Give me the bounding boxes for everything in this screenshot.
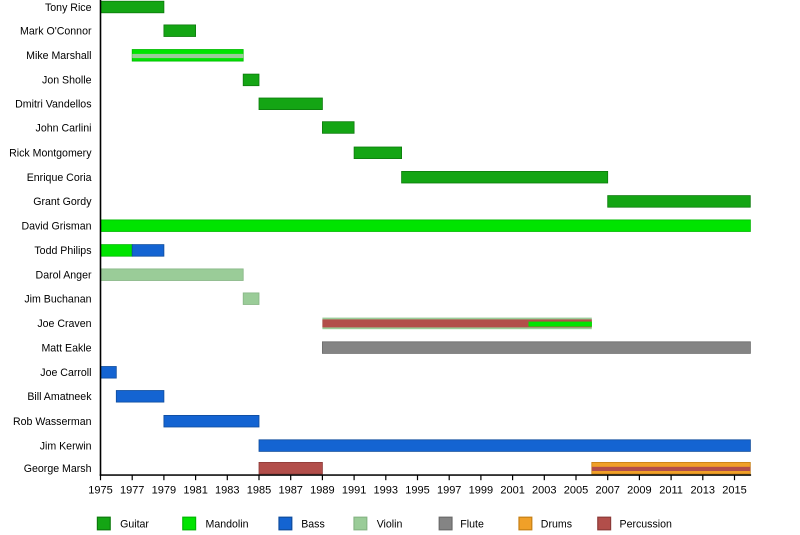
svg-text:1981: 1981	[183, 485, 207, 497]
svg-text:1999: 1999	[469, 485, 493, 497]
svg-text:Jim Kerwin: Jim Kerwin	[40, 440, 92, 452]
svg-text:Guitar: Guitar	[120, 519, 149, 531]
svg-text:2011: 2011	[659, 485, 683, 497]
svg-text:1995: 1995	[405, 485, 429, 497]
svg-text:Grant Gordy: Grant Gordy	[33, 196, 92, 208]
svg-text:Matt Eakle: Matt Eakle	[41, 342, 91, 354]
svg-text:2007: 2007	[595, 485, 619, 497]
svg-text:Todd Philips: Todd Philips	[34, 245, 91, 257]
svg-text:George Marsh: George Marsh	[24, 463, 92, 475]
svg-text:Joe Craven: Joe Craven	[37, 318, 91, 330]
svg-text:1975: 1975	[88, 485, 112, 497]
svg-text:1979: 1979	[152, 485, 176, 497]
svg-text:2005: 2005	[564, 485, 588, 497]
svg-text:1987: 1987	[278, 485, 302, 497]
svg-text:Drums: Drums	[541, 519, 572, 531]
svg-text:Jon Sholle: Jon Sholle	[42, 75, 92, 87]
svg-text:John Carlini: John Carlini	[36, 122, 92, 134]
svg-text:Flute: Flute	[460, 519, 484, 531]
svg-text:Mike Marshall: Mike Marshall	[26, 50, 91, 62]
svg-text:Dmitri Vandellos: Dmitri Vandellos	[15, 99, 91, 111]
svg-text:2003: 2003	[532, 485, 556, 497]
svg-text:Bass: Bass	[301, 519, 325, 531]
svg-text:Tony Rice: Tony Rice	[45, 2, 92, 14]
svg-text:1997: 1997	[437, 485, 461, 497]
svg-text:1985: 1985	[247, 485, 271, 497]
svg-text:Joe Carroll: Joe Carroll	[40, 367, 91, 379]
svg-text:Violin: Violin	[377, 519, 403, 531]
svg-text:2001: 2001	[500, 485, 524, 497]
svg-text:1977: 1977	[120, 485, 144, 497]
svg-text:Enrique Coria: Enrique Coria	[27, 172, 92, 184]
svg-text:1983: 1983	[215, 485, 239, 497]
svg-text:1991: 1991	[342, 485, 366, 497]
svg-text:2009: 2009	[627, 485, 651, 497]
svg-text:Jim Buchanan: Jim Buchanan	[24, 294, 91, 306]
svg-text:2013: 2013	[691, 485, 715, 497]
svg-text:Bill Amatneek: Bill Amatneek	[27, 391, 92, 403]
svg-text:Mark O'Connor: Mark O'Connor	[20, 26, 92, 38]
svg-text:1993: 1993	[374, 485, 398, 497]
svg-text:Rick Montgomery: Rick Montgomery	[9, 148, 92, 160]
svg-text:2015: 2015	[722, 485, 746, 497]
svg-text:Rob Wasserman: Rob Wasserman	[13, 416, 92, 428]
svg-text:1989: 1989	[310, 485, 334, 497]
svg-text:David Grisman: David Grisman	[21, 221, 91, 233]
svg-text:Mandolin: Mandolin	[206, 519, 249, 531]
svg-text:Percussion: Percussion	[620, 519, 673, 531]
svg-text:Darol Anger: Darol Anger	[36, 270, 92, 282]
